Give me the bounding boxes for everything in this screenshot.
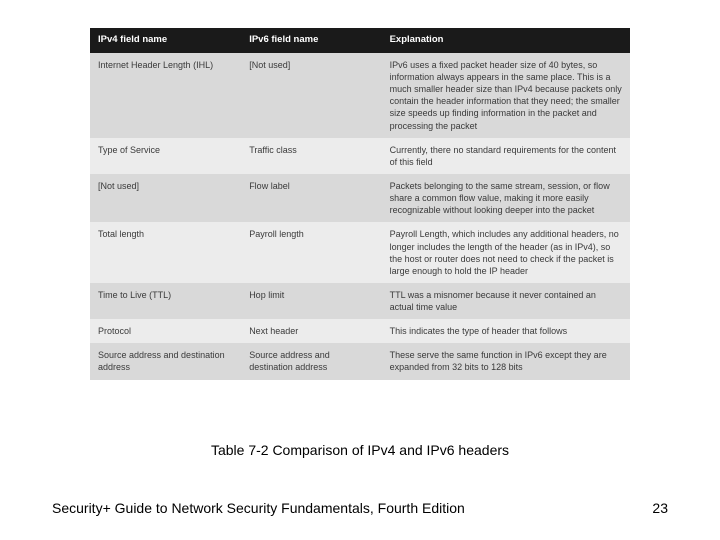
cell-ipv6: Hop limit bbox=[241, 283, 381, 319]
table-row: Protocol Next header This indicates the … bbox=[90, 319, 630, 343]
cell-ipv4: Time to Live (TTL) bbox=[90, 283, 241, 319]
col-header-ipv4: IPv4 field name bbox=[90, 28, 241, 53]
cell-explanation: Payroll Length, which includes any addit… bbox=[382, 222, 630, 283]
table-header-row: IPv4 field name IPv6 field name Explanat… bbox=[90, 28, 630, 53]
table-caption: Table 7-2 Comparison of IPv4 and IPv6 he… bbox=[0, 442, 720, 458]
cell-ipv6: [Not used] bbox=[241, 53, 381, 138]
cell-ipv6: Traffic class bbox=[241, 138, 381, 174]
table-row: Source address and destination address S… bbox=[90, 343, 630, 379]
cell-explanation: These serve the same function in IPv6 ex… bbox=[382, 343, 630, 379]
cell-ipv4: Source address and destination address bbox=[90, 343, 241, 379]
page-number: 23 bbox=[652, 500, 668, 516]
comparison-table-container: IPv4 field name IPv6 field name Explanat… bbox=[90, 28, 630, 380]
cell-ipv4: Internet Header Length (IHL) bbox=[90, 53, 241, 138]
table-row: Type of Service Traffic class Currently,… bbox=[90, 138, 630, 174]
cell-ipv4: Type of Service bbox=[90, 138, 241, 174]
table-row: [Not used] Flow label Packets belonging … bbox=[90, 174, 630, 222]
cell-ipv4: Total length bbox=[90, 222, 241, 283]
table-row: Total length Payroll length Payroll Leng… bbox=[90, 222, 630, 283]
cell-explanation: Packets belonging to the same stream, se… bbox=[382, 174, 630, 222]
footer-title: Security+ Guide to Network Security Fund… bbox=[52, 500, 465, 516]
comparison-table: IPv4 field name IPv6 field name Explanat… bbox=[90, 28, 630, 380]
cell-ipv6: Next header bbox=[241, 319, 381, 343]
cell-explanation: This indicates the type of header that f… bbox=[382, 319, 630, 343]
cell-ipv6: Payroll length bbox=[241, 222, 381, 283]
col-header-ipv6: IPv6 field name bbox=[241, 28, 381, 53]
cell-ipv6: Source address and destination address bbox=[241, 343, 381, 379]
slide-page: IPv4 field name IPv6 field name Explanat… bbox=[0, 0, 720, 540]
cell-explanation: Currently, there no standard requirement… bbox=[382, 138, 630, 174]
cell-ipv6: Flow label bbox=[241, 174, 381, 222]
cell-ipv4: Protocol bbox=[90, 319, 241, 343]
cell-explanation: IPv6 uses a fixed packet header size of … bbox=[382, 53, 630, 138]
table-row: Internet Header Length (IHL) [Not used] … bbox=[90, 53, 630, 138]
table-row: Time to Live (TTL) Hop limit TTL was a m… bbox=[90, 283, 630, 319]
slide-footer: Security+ Guide to Network Security Fund… bbox=[52, 500, 668, 516]
col-header-explanation: Explanation bbox=[382, 28, 630, 53]
cell-explanation: TTL was a misnomer because it never cont… bbox=[382, 283, 630, 319]
cell-ipv4: [Not used] bbox=[90, 174, 241, 222]
